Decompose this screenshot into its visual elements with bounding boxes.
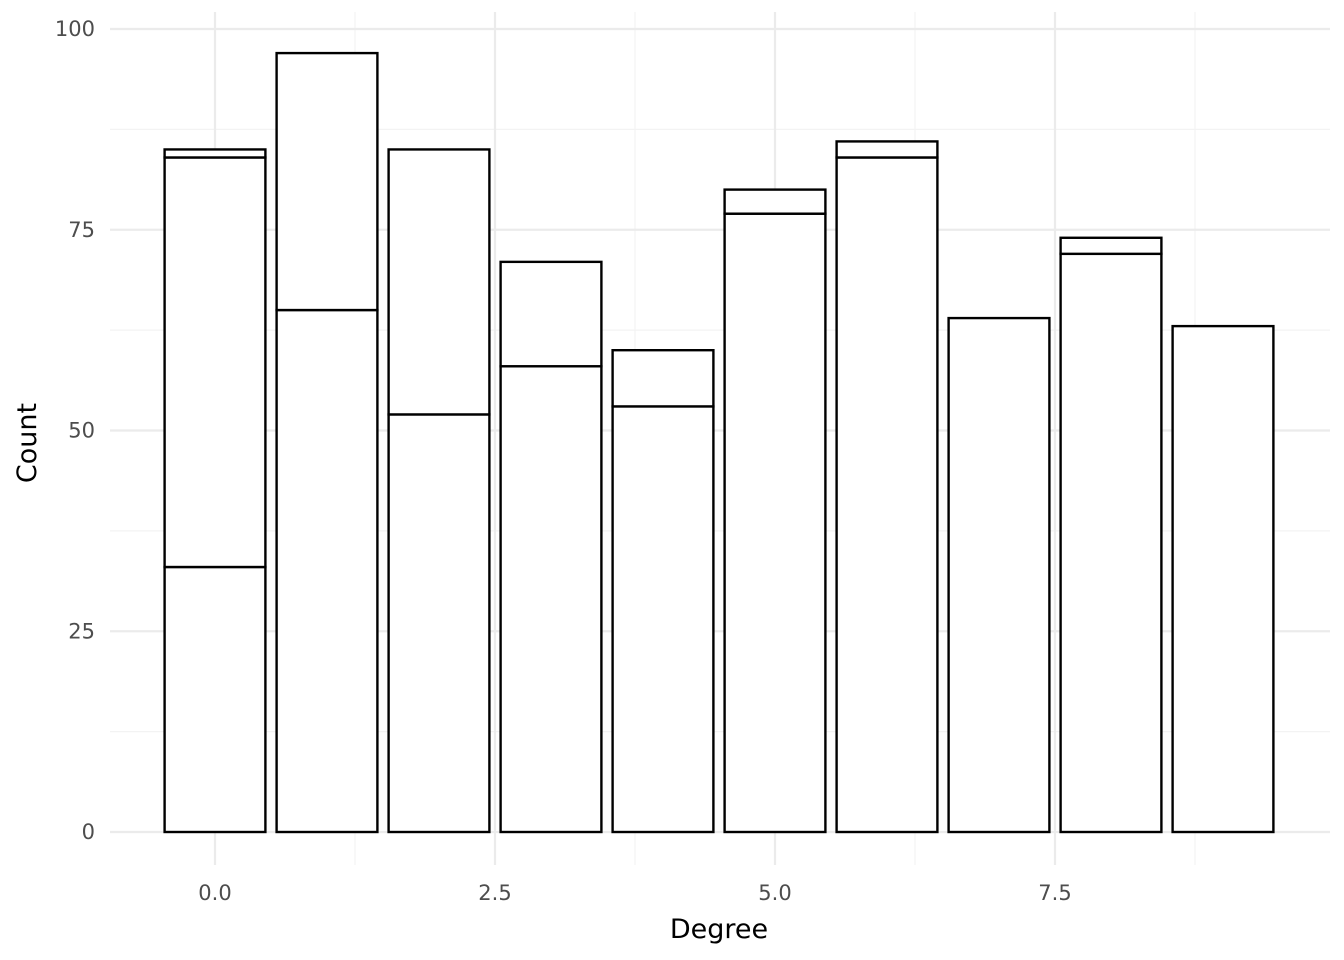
bar-group: [947, 316, 1051, 834]
x-axis-tick-labels: 0.0 2.5 5.0 7.5: [198, 881, 1071, 905]
bar-segment: [499, 365, 603, 834]
bar-segment: [723, 188, 827, 215]
bar-segment: [1059, 252, 1163, 834]
bar-group: [275, 51, 379, 834]
bar-segment: [275, 308, 379, 834]
y-tick-label: 100: [55, 17, 95, 41]
y-tick-label: 0: [82, 820, 95, 844]
bar-group: [499, 260, 603, 834]
bar-segment: [723, 212, 827, 834]
bar-segment: [1059, 236, 1163, 256]
y-axis-tick-labels: 0 25 50 75 100: [55, 17, 95, 844]
bar-segment: [387, 148, 491, 416]
bar-segment: [835, 156, 939, 834]
x-tick-label: 2.5: [478, 881, 511, 905]
bar-segment: [611, 349, 715, 408]
y-axis-title: Count: [12, 403, 43, 483]
bar-segment: [835, 140, 939, 159]
y-tick-label: 50: [68, 419, 95, 443]
bar-segment: [1171, 324, 1275, 834]
bar-group: [163, 148, 267, 834]
y-tick-label: 25: [68, 619, 95, 643]
x-tick-label: 0.0: [198, 881, 231, 905]
bar-segment: [163, 565, 267, 834]
y-tick-label: 75: [68, 218, 95, 242]
bar-group: [1059, 236, 1163, 834]
x-tick-label: 5.0: [758, 881, 791, 905]
bar-segment: [163, 156, 267, 569]
bar-segment: [947, 316, 1051, 834]
bar-segment: [611, 405, 715, 834]
bars: [163, 51, 1275, 834]
bar-group: [723, 188, 827, 834]
x-axis-title: Degree: [670, 914, 768, 945]
bar-group: [387, 148, 491, 834]
bar-group: [611, 349, 715, 834]
bar-segment: [275, 51, 379, 312]
bar-group: [1171, 324, 1275, 834]
bar-group: [835, 140, 939, 834]
bar-segment: [163, 148, 267, 159]
bar-segment: [499, 260, 603, 368]
bar-segment: [387, 413, 491, 834]
x-tick-label: 7.5: [1038, 881, 1071, 905]
